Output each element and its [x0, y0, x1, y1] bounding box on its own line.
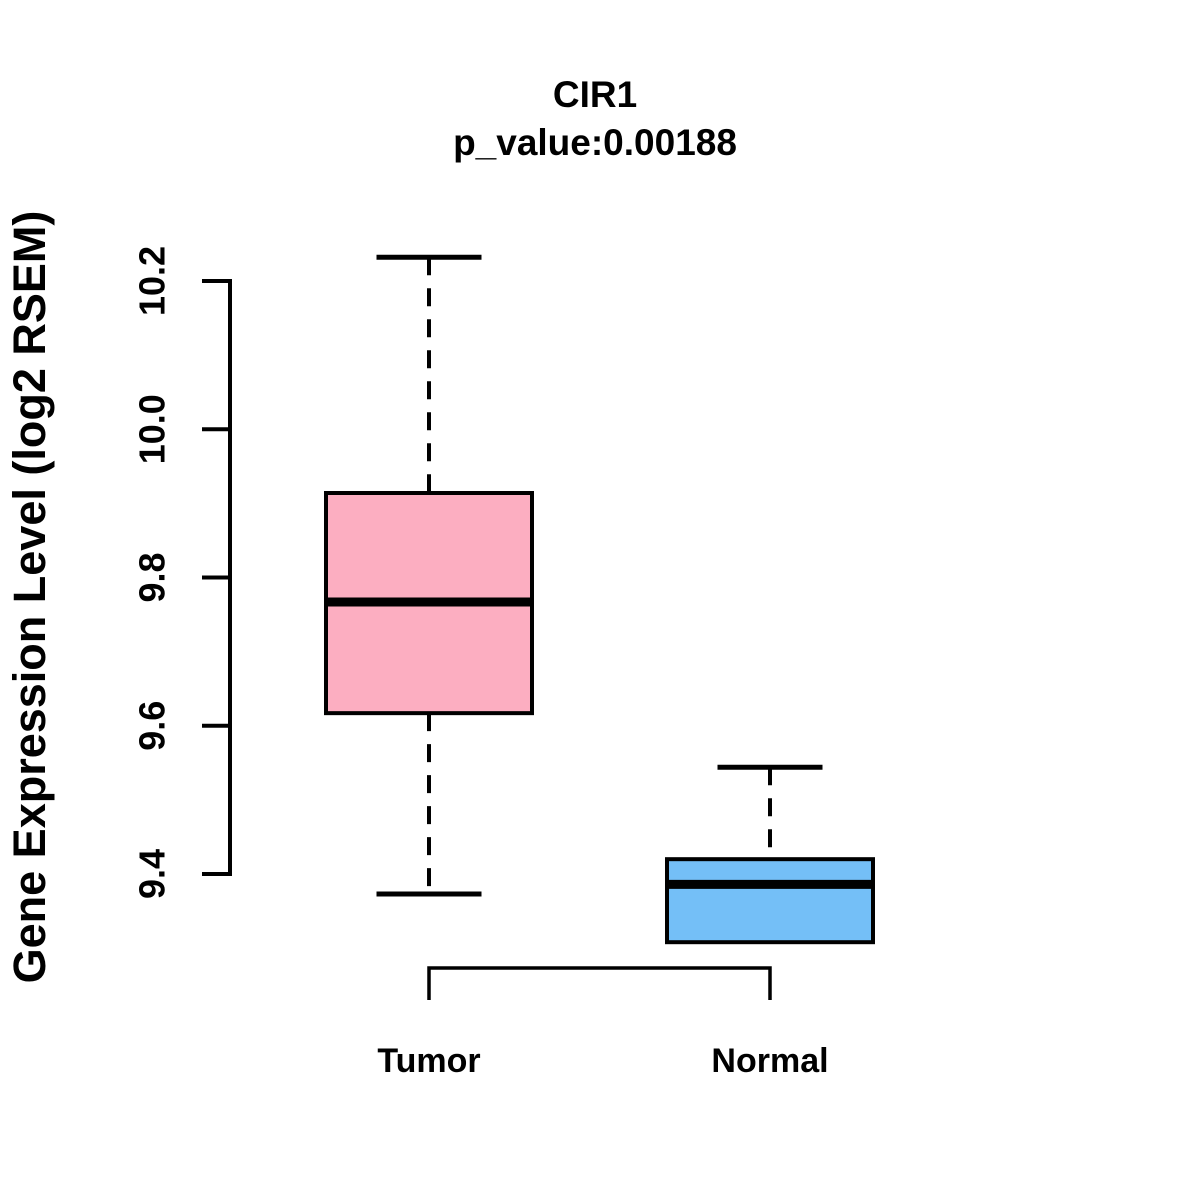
y-tick-label: 9.6: [132, 701, 173, 751]
y-tick-label: 9.8: [132, 552, 173, 602]
comparison-bracket: [427, 966, 772, 1000]
normal-box: [665, 857, 875, 945]
y-tick-label: 10.2: [132, 246, 173, 316]
category-label-tumor: Tumor: [377, 1042, 480, 1080]
category-label-normal: Normal: [711, 1042, 828, 1080]
y-axis-title: Gene Expression Level (log2 RSEM): [4, 210, 55, 984]
y-tick-label: 10.0: [132, 394, 173, 464]
chart-title: CIR1: [552, 74, 638, 115]
chart-subtitle-pvalue: p_value:0.00188: [453, 122, 737, 163]
y-tick-label: 9.4: [132, 849, 173, 899]
